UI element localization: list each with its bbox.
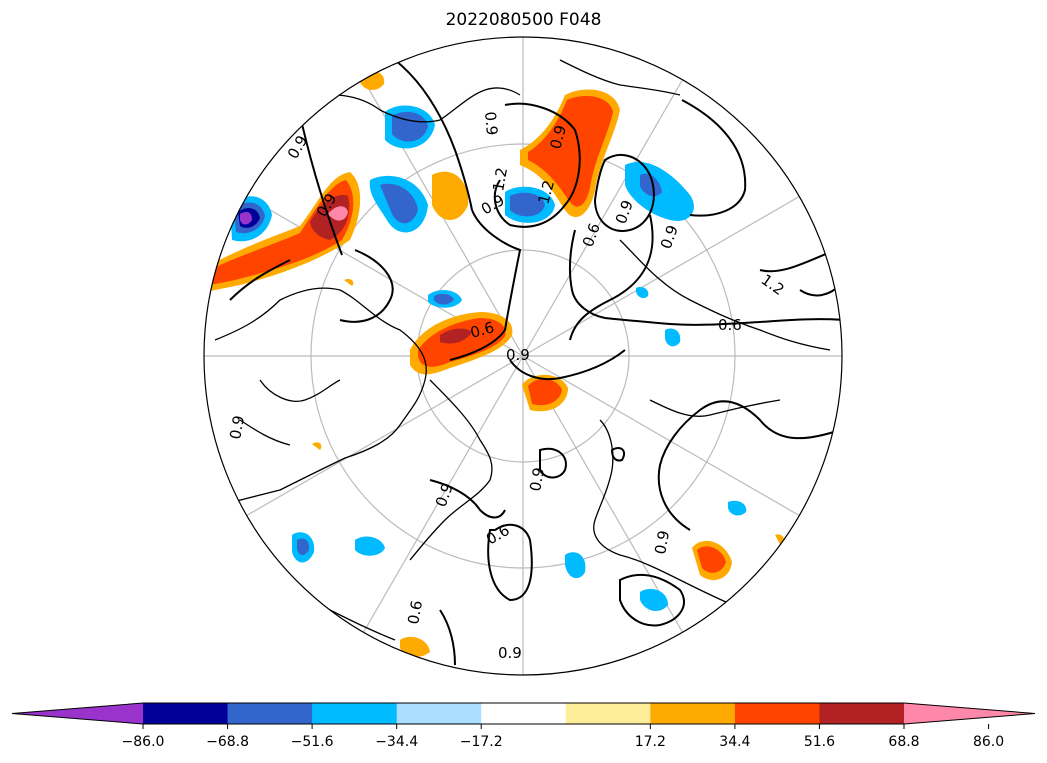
- colorbar-tick-label: 34.4: [719, 734, 750, 750]
- meridian-line: [522, 79, 684, 357]
- colorbar-swatch: [565, 703, 651, 724]
- contour-label: 0.9: [657, 223, 682, 252]
- colorbar-swatch: [481, 703, 567, 724]
- coastlines: [214, 59, 831, 641]
- colorbar-outline: [11, 702, 1036, 725]
- meridian-line: [246, 355, 524, 517]
- colorbar-tick-label: 51.6: [804, 734, 835, 750]
- colorbar-tick-label: −17.2: [460, 734, 503, 750]
- colorbar-tick-label: −34.4: [375, 734, 418, 750]
- contour-label: 0.9: [478, 191, 508, 219]
- contour-label: 0.9: [226, 414, 248, 441]
- contour-lines: [229, 59, 842, 666]
- meridian-line: [522, 195, 800, 357]
- anomaly-fills: [205, 71, 785, 657]
- contour-label: 0.9: [612, 198, 637, 227]
- contour-label: 0.6: [579, 221, 604, 250]
- contour-label: 0.6: [404, 599, 426, 626]
- colorbar-tick-label: −68.8: [206, 734, 249, 750]
- colorbar-swatch: [227, 703, 313, 724]
- colorbar-tick-label: 17.2: [635, 734, 666, 750]
- colorbar-tick-label: −86.0: [122, 734, 165, 750]
- map-boundary: [203, 36, 843, 676]
- polar-map: 0.9 0.9 0.9 0.9 0.9 0.9 0.9 0.9 0.9 0.9 …: [203, 36, 843, 676]
- colorbar-extend-max: [904, 703, 1035, 724]
- contour-label: 1.2: [489, 166, 511, 193]
- contour-label: 0.9: [506, 346, 530, 364]
- contour-label: 1.2: [758, 271, 788, 299]
- colorbar-extend-min: [12, 703, 143, 724]
- meridian-line: [362, 355, 524, 633]
- contour-label: 0.9: [526, 466, 548, 493]
- colorbar-swatch: [650, 703, 736, 724]
- map-title: 2022080500 F048: [445, 10, 602, 30]
- colorbar-swatch: [143, 703, 229, 724]
- contour-label: 0.9: [284, 132, 312, 162]
- colorbar-tick-label: 68.8: [888, 734, 919, 750]
- colorbar-swatch: [396, 703, 482, 724]
- colorbar-ticks: −86.0 −68.8 −51.6 −34.4 −17.2 17.2 34.4 51.6 68.…: [122, 724, 1004, 750]
- contour-label: 1.2: [534, 178, 558, 206]
- contour-label: 0.6: [718, 316, 742, 334]
- contour-label: 0.9: [546, 123, 570, 151]
- colorbar-swatch: [819, 703, 905, 724]
- contour-label: 0.6: [468, 318, 496, 342]
- colorbar-tick-label: −51.6: [291, 734, 334, 750]
- contour-label: 0.9: [481, 111, 501, 136]
- colorbar-swatch: [312, 703, 398, 724]
- contour-label: 0.9: [651, 529, 673, 556]
- contour-label: 0.9: [498, 644, 522, 662]
- colorbar-tick-label: 86.0: [973, 734, 1004, 750]
- colorbar-swatch: [734, 703, 820, 724]
- colorbar-swatches: [11, 702, 1036, 725]
- meridian-line: [522, 355, 800, 517]
- contour-label: 0.9: [432, 481, 457, 510]
